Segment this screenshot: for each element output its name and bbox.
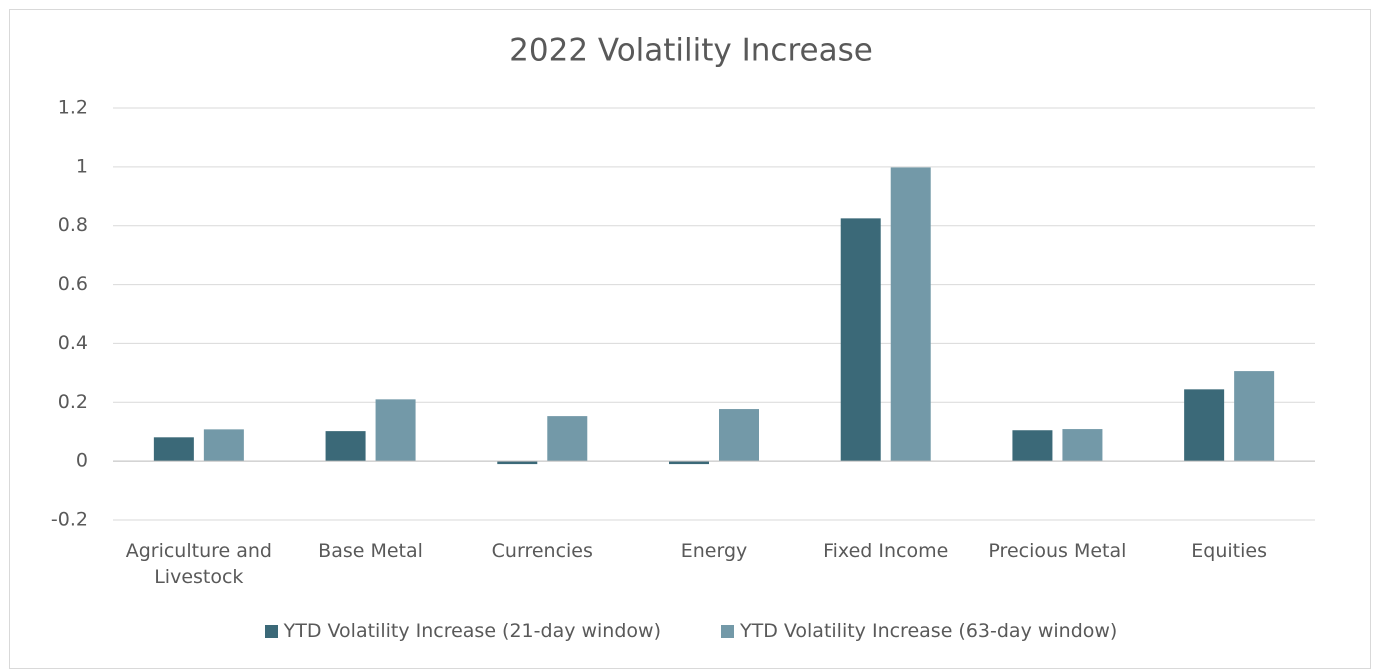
y-tick-label: 0.6 [58, 273, 88, 295]
bar [325, 431, 366, 462]
x-tick-label: Currencies [491, 540, 593, 562]
bar [1184, 389, 1225, 462]
legend-item: YTD Volatility Increase (63-day window) [721, 620, 1117, 642]
x-tick-label: Fixed Income [823, 540, 949, 562]
legend-swatch [721, 624, 734, 638]
bar [669, 461, 709, 465]
bar [547, 416, 588, 462]
y-tick-label: 0.8 [58, 214, 88, 236]
y-tick-label: 1.2 [58, 97, 88, 119]
bar [375, 399, 416, 462]
legend-item: YTD Volatility Increase (21-day window) [264, 620, 661, 642]
y-tick-label: 0.2 [58, 391, 88, 413]
x-tick-label: Agriculture and Livestock [125, 540, 272, 588]
legend-label: YTD Volatility Increase (21-day window) [283, 620, 661, 642]
x-tick-label: Energy [680, 540, 748, 562]
x-tick-label: Precious Metal [988, 540, 1127, 562]
bar [840, 218, 881, 462]
bar [1012, 430, 1053, 462]
legend-swatch [264, 624, 278, 638]
y-tick-label: -0.2 [51, 509, 88, 531]
x-tick-label: Base Metal [318, 540, 423, 562]
chart-frame [9, 9, 1371, 669]
legend-label: YTD Volatility Increase (63-day window) [740, 620, 1118, 642]
bar [719, 409, 759, 462]
bar [1062, 429, 1103, 462]
bar [203, 429, 244, 462]
y-tick-label: 1 [76, 155, 88, 177]
y-tick-label: 0 [76, 450, 88, 472]
x-tick-label: Equities [1191, 540, 1267, 562]
bar [153, 437, 194, 462]
legend: YTD Volatility Increase (21-day window) Y… [0, 620, 1382, 642]
y-tick-label: 0.4 [58, 332, 88, 354]
bar [890, 167, 931, 462]
bar [497, 461, 538, 465]
chart-title: 2022 Volatility Increase [509, 33, 873, 69]
bar [1234, 371, 1275, 462]
